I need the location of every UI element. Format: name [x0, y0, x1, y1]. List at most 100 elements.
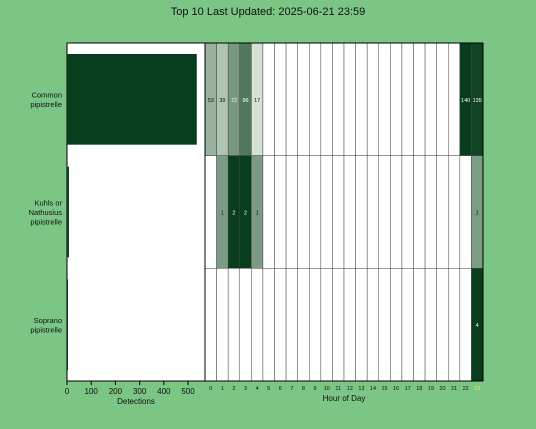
bar-0 [67, 54, 197, 145]
heat-cell-0-13 [355, 42, 368, 156]
heat-cell-2-1 [216, 268, 229, 382]
heat-label-0-0: 53 [208, 98, 214, 104]
heat-cell-0-14 [366, 42, 379, 156]
heat-cell-2-8 [297, 268, 310, 382]
heat-cell-2-0 [204, 268, 217, 382]
hour-label-15: 15 [381, 386, 387, 392]
heat-label-1-4: 1 [256, 211, 259, 217]
x-tick-label-2: 200 [109, 387, 123, 396]
heat-cell-2-18 [413, 268, 426, 382]
heat-cell-1-6 [274, 155, 287, 269]
x-tick-label-1: 100 [85, 387, 99, 396]
heat-cell-1-0 [204, 155, 217, 269]
heat-cell-1-19 [424, 155, 437, 269]
hour-label-13: 13 [358, 386, 364, 392]
heat-cell-2-13 [355, 268, 368, 382]
heat-label-0-22: 140 [461, 98, 470, 104]
heat-cell-2-16 [390, 268, 403, 382]
hour-label-6: 6 [279, 386, 282, 392]
heat-label-1-23: 1 [476, 211, 479, 217]
hour-label-11: 11 [335, 386, 341, 392]
heat-cell-2-4 [251, 268, 264, 382]
hour-label-7: 7 [290, 386, 293, 392]
x-tick-label-0: 0 [65, 387, 70, 396]
heat-cell-2-14 [366, 268, 379, 382]
hour-label-10: 10 [324, 386, 330, 392]
hour-label-1: 1 [221, 386, 224, 392]
heat-label-2-23: 4 [476, 323, 479, 329]
heat-cell-0-7 [285, 42, 298, 156]
heat-cell-0-20 [436, 42, 449, 156]
bar-xlabel: Detections [117, 397, 155, 406]
heat-label-1-2: 2 [232, 211, 235, 217]
hour-label-3: 3 [244, 386, 247, 392]
heat-cell-0-18 [413, 42, 426, 156]
heat-cell-2-15 [378, 268, 391, 382]
heat-cell-2-20 [436, 268, 449, 382]
heat-cell-2-11 [332, 268, 345, 382]
category-label-1: Kuhls or Nathusius pipistrelle [29, 199, 63, 227]
hour-label-20: 20 [439, 386, 445, 392]
hour-label-12: 12 [347, 386, 353, 392]
heat-cell-1-5 [262, 155, 275, 269]
heat-label-1-1: 1 [221, 211, 224, 217]
heat-xlabel: Hour of Day [323, 394, 366, 403]
heat-cell-0-5 [262, 42, 275, 156]
heat-label-1-3: 2 [244, 211, 247, 217]
heat-cell-1-15 [378, 155, 391, 269]
category-label-2: Soprano pipistrelle [30, 316, 62, 335]
bar-1 [67, 166, 69, 258]
hour-label-5: 5 [267, 386, 270, 392]
heat-label-0-2: 72 [231, 98, 237, 104]
heat-cell-0-8 [297, 42, 310, 156]
heat-cell-0-17 [401, 42, 414, 156]
hour-label-17: 17 [405, 386, 411, 392]
heat-cell-1-22 [459, 155, 472, 269]
heat-cell-1-21 [448, 155, 461, 269]
heat-cell-1-17 [401, 155, 414, 269]
chart-title: Top 10 Last Updated: 2025-06-21 23:59 [170, 6, 366, 18]
hour-label-21: 21 [451, 386, 457, 392]
hour-label-9: 9 [314, 386, 317, 392]
heat-cell-2-7 [285, 268, 298, 382]
hour-label-19: 19 [428, 386, 434, 392]
hour-label-16: 16 [393, 386, 399, 392]
heat-cell-1-8 [297, 155, 310, 269]
heat-cell-0-11 [332, 42, 345, 156]
heat-cell-2-3 [239, 268, 252, 382]
heat-cell-2-5 [262, 268, 275, 382]
heat-cell-0-6 [274, 42, 287, 156]
heat-cell-2-10 [320, 268, 333, 382]
heat-cell-2-22 [459, 268, 472, 382]
heat-cell-0-19 [424, 42, 437, 156]
heat-cell-1-9 [309, 155, 322, 269]
heat-cell-1-11 [332, 155, 345, 269]
heat-cell-1-14 [366, 155, 379, 269]
heat-cell-2-17 [401, 268, 414, 382]
category-label-0: Common pipistrelle [30, 91, 62, 110]
x-tick-label-5: 500 [181, 387, 195, 396]
hour-label-0: 0 [209, 386, 212, 392]
x-tick-label-3: 300 [133, 387, 147, 396]
heat-cell-1-12 [343, 155, 356, 269]
heat-cell-0-15 [378, 42, 391, 156]
heat-label-0-1: 39 [219, 98, 225, 104]
heat-cell-0-9 [309, 42, 322, 156]
heat-cell-0-21 [448, 42, 461, 156]
heat-cell-2-9 [309, 268, 322, 382]
heat-label-0-3: 96 [242, 98, 248, 104]
heat-cell-1-13 [355, 155, 368, 269]
hour-label-23: 23 [474, 386, 480, 392]
heat-cell-1-16 [390, 155, 403, 269]
heat-cell-2-21 [448, 268, 461, 382]
heat-border [204, 42, 484, 382]
heat-cell-1-7 [285, 155, 298, 269]
hour-label-18: 18 [416, 386, 422, 392]
hour-label-22: 22 [463, 386, 469, 392]
heat-cell-2-12 [343, 268, 356, 382]
heat-label-0-4: 17 [254, 98, 260, 104]
heat-cell-2-19 [424, 268, 437, 382]
hour-label-14: 14 [370, 386, 376, 392]
heat-cell-0-10 [320, 42, 333, 156]
